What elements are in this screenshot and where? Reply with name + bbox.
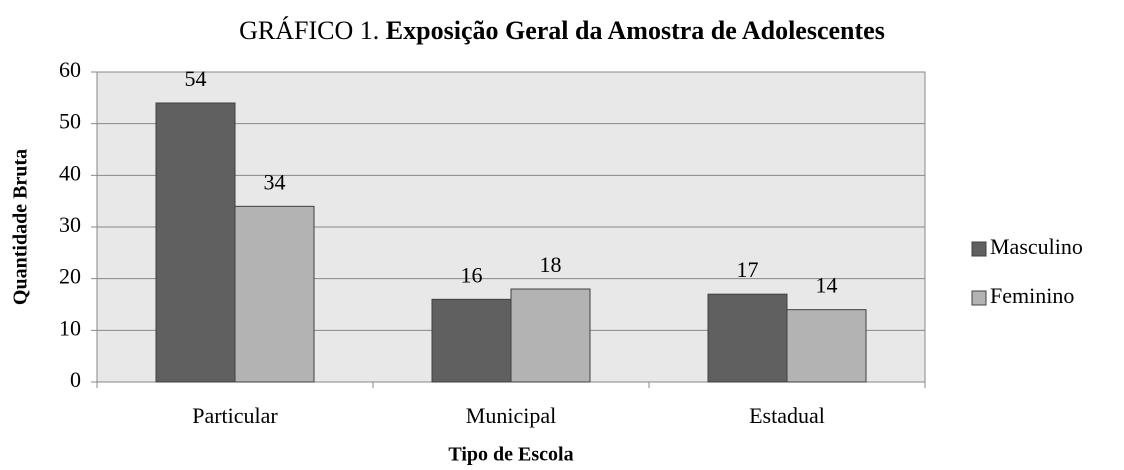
- legend-label: Feminino: [990, 283, 1074, 308]
- data-label: 34: [264, 169, 286, 194]
- legend-swatch: [971, 290, 987, 306]
- chart-title: GRÁFICO 1. Exposição Geral da Amostra de…: [239, 16, 885, 45]
- title-main: Exposição Geral da Amostra de Adolescent…: [386, 16, 885, 45]
- title-prefix: GRÁFICO 1.: [239, 16, 379, 45]
- x-tick-label: Estadual: [749, 403, 825, 428]
- legend-swatch: [971, 241, 987, 257]
- bar: [234, 205, 315, 383]
- y-tick-label: 10: [59, 315, 81, 340]
- x-tick-label: Municipal: [466, 403, 556, 428]
- y-tick-label: 20: [59, 264, 81, 289]
- y-tick-label: 50: [59, 109, 81, 134]
- y-tick-label: 40: [59, 160, 81, 185]
- bar: [707, 293, 788, 383]
- bar: [155, 102, 236, 383]
- data-label: 17: [737, 257, 759, 282]
- x-axis-label: Tipo de Escola: [448, 444, 573, 466]
- y-tick-label: 0: [70, 367, 81, 392]
- data-label: 14: [816, 273, 838, 298]
- bar: [431, 298, 512, 383]
- y-tick-label: 30: [59, 212, 81, 237]
- y-tick-label: 60: [59, 57, 81, 82]
- x-tick-label: Particular: [192, 403, 278, 428]
- y-axis-label: Quantidade Bruta: [10, 149, 32, 305]
- data-label: 54: [185, 66, 207, 91]
- data-label: 16: [461, 262, 483, 287]
- bar: [510, 288, 591, 383]
- bar: [786, 309, 867, 383]
- legend-label: Masculino: [990, 234, 1083, 259]
- data-label: 18: [540, 252, 562, 277]
